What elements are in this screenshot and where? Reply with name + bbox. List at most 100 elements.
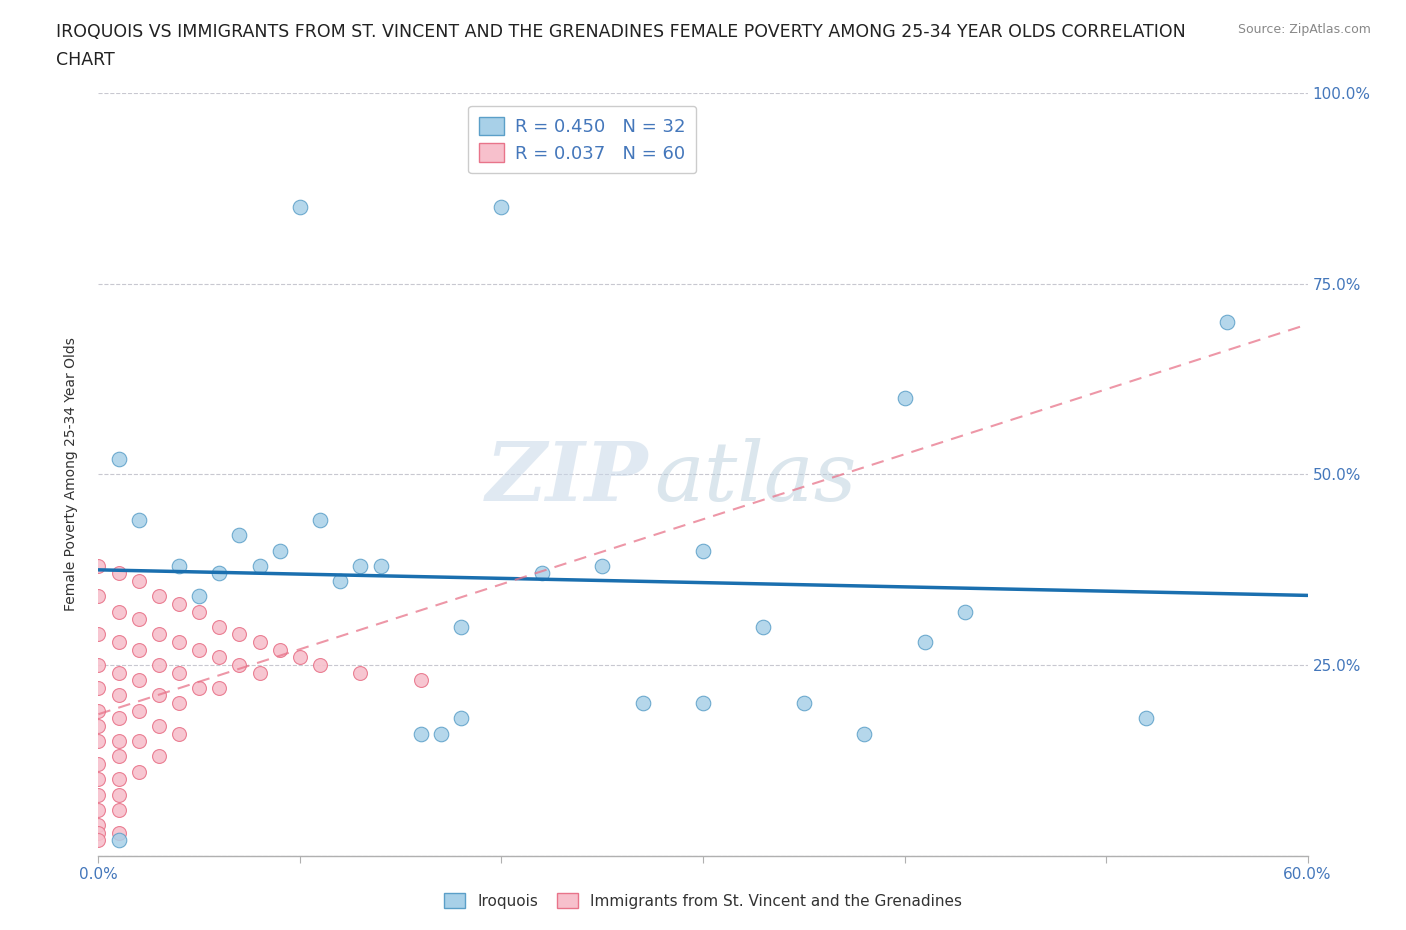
Point xyxy=(107,566,129,581)
Point xyxy=(87,658,110,672)
Point xyxy=(87,817,110,832)
Y-axis label: Female Poverty Among 25-34 Year Olds: Female Poverty Among 25-34 Year Olds xyxy=(63,338,77,611)
Point xyxy=(228,658,250,672)
Legend: R = 0.450   N = 32, R = 0.037   N = 60: R = 0.450 N = 32, R = 0.037 N = 60 xyxy=(468,106,696,173)
Point xyxy=(591,558,613,573)
Point xyxy=(349,558,371,573)
Point xyxy=(269,543,291,558)
Point xyxy=(208,650,231,665)
Point xyxy=(107,833,129,848)
Point xyxy=(793,696,815,711)
Point xyxy=(1135,711,1157,725)
Point xyxy=(107,803,129,817)
Point xyxy=(188,604,211,619)
Point xyxy=(87,719,110,734)
Point xyxy=(188,681,211,696)
Point xyxy=(87,757,110,772)
Point xyxy=(228,627,250,642)
Point xyxy=(87,589,110,604)
Point xyxy=(128,734,150,749)
Point xyxy=(148,749,170,764)
Point xyxy=(148,589,170,604)
Point xyxy=(309,512,332,527)
Point xyxy=(148,688,170,703)
Point xyxy=(349,665,371,680)
Point xyxy=(208,619,231,634)
Point xyxy=(409,726,432,741)
Point xyxy=(249,665,271,680)
Text: CHART: CHART xyxy=(56,51,115,69)
Point xyxy=(953,604,976,619)
Point xyxy=(1216,314,1239,329)
Point xyxy=(128,643,150,658)
Point xyxy=(87,772,110,787)
Point xyxy=(188,589,211,604)
Point xyxy=(188,643,211,658)
Point xyxy=(228,528,250,543)
Point xyxy=(107,749,129,764)
Point xyxy=(107,688,129,703)
Point xyxy=(128,612,150,627)
Point xyxy=(491,200,513,215)
Point xyxy=(249,634,271,649)
Point xyxy=(208,681,231,696)
Point xyxy=(853,726,876,741)
Point xyxy=(329,574,352,589)
Point xyxy=(87,833,110,848)
Point xyxy=(631,696,654,711)
Point xyxy=(450,711,472,725)
Point xyxy=(167,696,190,711)
Text: atlas: atlas xyxy=(655,438,858,518)
Point xyxy=(692,543,714,558)
Point xyxy=(107,452,129,467)
Point xyxy=(167,596,190,611)
Text: ZIP: ZIP xyxy=(486,438,648,518)
Point xyxy=(107,825,129,840)
Point xyxy=(167,665,190,680)
Point xyxy=(269,643,291,658)
Point xyxy=(430,726,453,741)
Point xyxy=(128,672,150,687)
Point xyxy=(167,634,190,649)
Point xyxy=(87,558,110,573)
Point xyxy=(107,772,129,787)
Legend: Iroquois, Immigrants from St. Vincent and the Grenadines: Iroquois, Immigrants from St. Vincent an… xyxy=(437,886,969,915)
Point xyxy=(167,726,190,741)
Point xyxy=(87,703,110,718)
Point xyxy=(107,734,129,749)
Point xyxy=(914,634,936,649)
Point xyxy=(249,558,271,573)
Text: Source: ZipAtlas.com: Source: ZipAtlas.com xyxy=(1237,23,1371,36)
Point xyxy=(893,391,915,405)
Point xyxy=(128,703,150,718)
Point xyxy=(107,787,129,802)
Point xyxy=(128,574,150,589)
Point xyxy=(148,627,170,642)
Point xyxy=(167,558,190,573)
Point xyxy=(752,619,775,634)
Point xyxy=(107,634,129,649)
Point xyxy=(87,825,110,840)
Point xyxy=(87,803,110,817)
Point xyxy=(208,566,231,581)
Point xyxy=(309,658,332,672)
Point xyxy=(530,566,553,581)
Point xyxy=(107,665,129,680)
Point xyxy=(288,650,311,665)
Point xyxy=(87,681,110,696)
Point xyxy=(128,764,150,779)
Point xyxy=(87,627,110,642)
Point xyxy=(450,619,472,634)
Text: IROQUOIS VS IMMIGRANTS FROM ST. VINCENT AND THE GRENADINES FEMALE POVERTY AMONG : IROQUOIS VS IMMIGRANTS FROM ST. VINCENT … xyxy=(56,23,1187,41)
Point xyxy=(128,512,150,527)
Point xyxy=(148,658,170,672)
Point xyxy=(288,200,311,215)
Point xyxy=(107,711,129,725)
Point xyxy=(148,719,170,734)
Point xyxy=(87,734,110,749)
Point xyxy=(409,672,432,687)
Point xyxy=(107,604,129,619)
Point xyxy=(692,696,714,711)
Point xyxy=(87,787,110,802)
Point xyxy=(370,558,392,573)
